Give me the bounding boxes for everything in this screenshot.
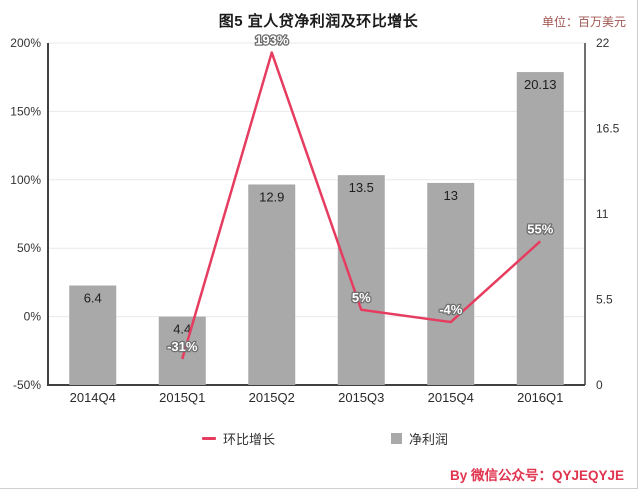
x-axis-category: 2015Q4 — [428, 390, 474, 405]
line-point-label: 55% — [527, 221, 553, 236]
x-axis-category: 2016Q1 — [517, 390, 563, 405]
bar-value-label: 12.9 — [259, 189, 284, 204]
bar-net-profit — [516, 72, 564, 385]
legend-item-profit: 净利润 — [391, 429, 448, 448]
bar-net-profit — [427, 182, 475, 385]
x-axis-category: 2015Q3 — [338, 390, 384, 405]
line-point-label: 193% — [255, 33, 289, 48]
bar-net-profit — [248, 184, 296, 385]
left-axis-tick: 200% — [10, 36, 41, 50]
growth-line — [181, 51, 542, 360]
x-axis-category: 2014Q4 — [70, 390, 116, 405]
chart-title: 图5 宜人贷净利润及环比增长 — [218, 13, 419, 30]
bar-net-profit — [69, 285, 117, 385]
bar-value-label: 13.5 — [349, 180, 374, 195]
line-point-label: 5% — [352, 290, 371, 305]
line-point-label: -4% — [439, 302, 463, 317]
left-axis-tick: 50% — [17, 241, 41, 255]
line-series-marker-icon — [202, 437, 216, 440]
left-axis-tick: 100% — [10, 173, 41, 187]
legend: 环比增长 净利润 — [0, 429, 637, 449]
line-point-label: -31% — [167, 339, 198, 354]
right-axis-tick: 16.5 — [596, 122, 620, 136]
legend-profit-label: 净利润 — [409, 432, 449, 447]
bar-net-profit — [337, 175, 385, 385]
left-axis-tick: -50% — [13, 378, 41, 392]
legend-item-growth: 环比增长 — [202, 429, 275, 448]
bar-series-marker-icon — [391, 433, 402, 444]
bar-net-profit — [158, 316, 206, 385]
left-axis-tick: 0% — [24, 310, 42, 324]
unit-label: 单位：百万美元 — [541, 15, 626, 29]
legend-growth-label: 环比增长 — [223, 432, 276, 447]
bar-value-label: 20.13 — [524, 77, 557, 92]
x-axis-category: 2015Q1 — [159, 390, 205, 405]
right-axis-tick: 0 — [596, 378, 603, 392]
right-axis-tick: 5.5 — [596, 293, 613, 307]
right-axis-tick: 22 — [596, 36, 610, 50]
credit-text: By 微信公众号：QYJEQYJE — [449, 468, 624, 483]
x-axis-category: 2015Q2 — [249, 390, 295, 405]
bar-value-label: 6.4 — [84, 291, 102, 306]
left-axis-tick: 150% — [10, 104, 41, 118]
bar-value-label: 13 — [444, 188, 458, 203]
bar-value-label: 4.4 — [173, 322, 191, 337]
right-axis-tick: 11 — [596, 207, 609, 221]
